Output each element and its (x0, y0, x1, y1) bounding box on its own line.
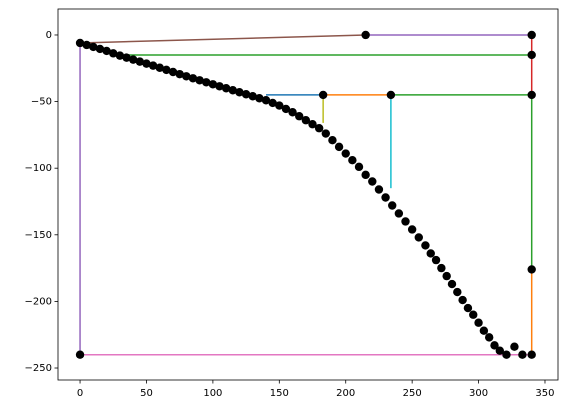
point (148, 61, 158, 70)
point (89, 42, 98, 52)
y-tick-label: −50 (31, 97, 52, 108)
point (401, 217, 410, 226)
point (368, 177, 377, 186)
point (388, 201, 397, 210)
point (474, 318, 483, 327)
point (527, 90, 536, 100)
point (463, 303, 473, 313)
point (75, 350, 85, 359)
point (228, 86, 238, 95)
x-tick-label: 0 (77, 388, 83, 399)
x-tick-label: 150 (270, 388, 289, 399)
point (301, 116, 311, 125)
y-tick-label: −200 (25, 296, 52, 307)
point (527, 50, 536, 60)
point (414, 233, 423, 242)
point (490, 341, 499, 350)
point (162, 65, 171, 75)
point (75, 38, 85, 48)
point (221, 84, 231, 93)
point (421, 241, 430, 250)
point (407, 225, 417, 234)
point (109, 49, 118, 58)
point (208, 80, 218, 89)
point (348, 155, 357, 165)
point (314, 124, 324, 133)
point (195, 76, 204, 85)
point (255, 94, 264, 103)
point (135, 57, 145, 66)
point (308, 120, 317, 129)
point (155, 63, 164, 72)
point (102, 46, 111, 56)
point (527, 30, 536, 40)
point (334, 142, 344, 152)
point (354, 162, 364, 172)
point (175, 69, 184, 79)
y-tick-label: −100 (25, 163, 52, 174)
axes-frame (57, 8, 559, 381)
point (241, 90, 251, 99)
point (479, 326, 489, 335)
line-segment (80, 34, 366, 44)
point (321, 129, 331, 138)
point (142, 59, 151, 68)
point (394, 209, 404, 218)
point (95, 44, 105, 54)
point (527, 350, 536, 359)
point (381, 193, 390, 202)
point (275, 101, 284, 110)
point (115, 51, 125, 60)
point (215, 82, 224, 91)
point (495, 346, 505, 355)
point (288, 108, 297, 117)
point (518, 350, 527, 359)
point (188, 74, 198, 83)
point (82, 40, 91, 50)
point (248, 92, 257, 101)
point (527, 265, 536, 274)
point (442, 271, 451, 281)
point (261, 96, 271, 105)
point (469, 310, 478, 319)
point (484, 333, 494, 342)
point (281, 104, 291, 114)
y-tick-label: −150 (25, 230, 52, 241)
point (361, 30, 370, 40)
point (361, 170, 370, 180)
plot-area (58, 9, 558, 380)
x-tick-label: 50 (140, 388, 153, 399)
point (431, 255, 441, 265)
point (235, 88, 244, 97)
point (374, 185, 384, 194)
point (268, 98, 277, 108)
x-tick-label: 300 (469, 388, 488, 399)
point (502, 350, 511, 359)
point (447, 279, 457, 289)
point (437, 263, 446, 273)
point (295, 112, 304, 121)
x-tick-label: 100 (203, 388, 222, 399)
x-tick-label: 350 (535, 388, 554, 399)
point (318, 90, 328, 100)
y-tick-label: 0 (46, 30, 52, 41)
point (426, 249, 435, 258)
y-tick-label: −250 (25, 363, 52, 374)
point (128, 55, 138, 64)
point (328, 136, 337, 145)
point (122, 53, 131, 62)
point (168, 67, 178, 77)
point (453, 287, 462, 297)
point (510, 342, 519, 351)
point (182, 72, 191, 81)
point (341, 149, 350, 158)
x-tick-label: 200 (336, 388, 355, 399)
x-tick-label: 250 (403, 388, 422, 399)
point (386, 90, 396, 100)
point (202, 78, 211, 87)
point (458, 295, 467, 305)
